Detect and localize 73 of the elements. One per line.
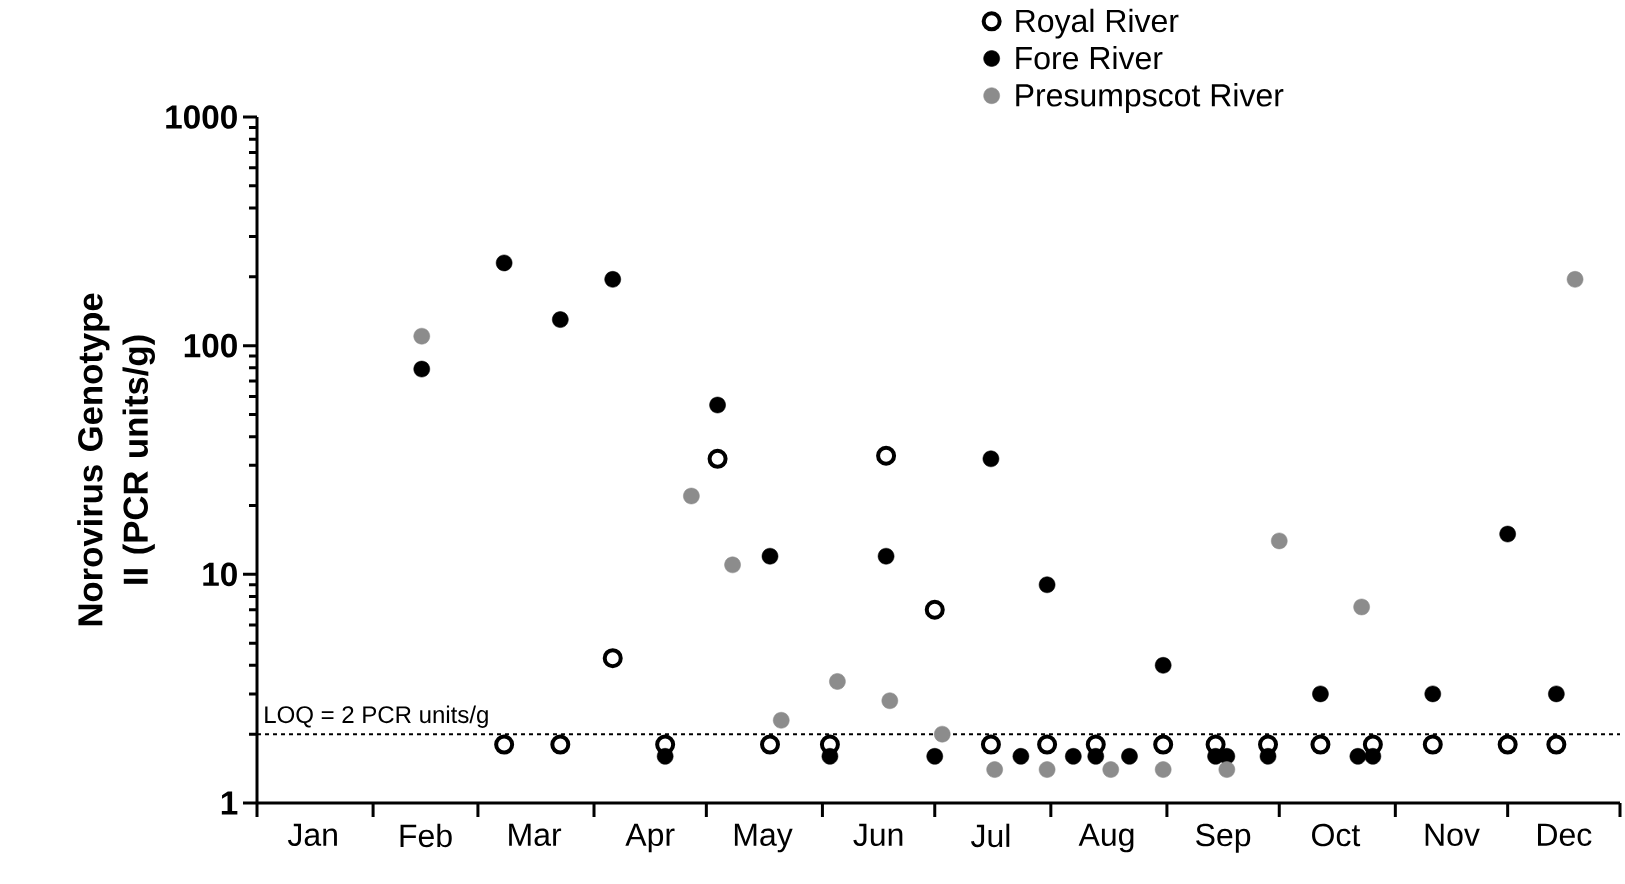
x-tick-label: Jun [853, 823, 903, 847]
point [1270, 532, 1288, 550]
legend-label: Presumpscot River [1016, 83, 1284, 113]
x-tick-label: Dec [1538, 823, 1592, 847]
y-tick-label: 1 [221, 791, 238, 815]
point [1353, 598, 1370, 616]
point [1087, 748, 1105, 765]
point [494, 734, 515, 755]
point [877, 547, 895, 565]
point [1038, 576, 1056, 594]
point [829, 673, 846, 690]
ref-line-label: LOQ = 2 PCR units/g [265, 705, 488, 728]
point [1310, 734, 1331, 755]
point [683, 487, 700, 505]
point [1154, 761, 1172, 778]
point [924, 599, 945, 620]
point [1499, 525, 1516, 543]
point [1546, 734, 1567, 755]
point [1422, 734, 1443, 755]
point [1037, 734, 1058, 755]
point [1205, 734, 1226, 755]
x-tick-label: Sep [1196, 823, 1251, 853]
point [1121, 748, 1138, 765]
point [1548, 685, 1565, 703]
x-tick-label: Feb [400, 823, 452, 848]
point [656, 748, 674, 765]
point [550, 734, 571, 755]
point [821, 748, 839, 765]
point [495, 254, 513, 272]
point [1038, 761, 1056, 778]
x-tick-label: Jan [287, 823, 337, 847]
legend-label: Fore River [1016, 45, 1163, 70]
point [1065, 748, 1082, 765]
point [709, 396, 726, 414]
point [982, 450, 1000, 468]
y-tick-label: 10 [203, 562, 237, 587]
x-tick-label: May [734, 823, 793, 853]
point [881, 692, 899, 710]
y-axis-title: Norovirus Genotype II (PCR units/g) [77, 293, 155, 626]
point [980, 734, 1001, 755]
legend-label: Royal River [1016, 8, 1179, 39]
point [926, 748, 944, 765]
point [1312, 685, 1329, 703]
point [602, 648, 623, 669]
point [552, 311, 569, 328]
point [724, 556, 741, 574]
x-tick-label: Jul [970, 823, 1010, 848]
point [1102, 761, 1120, 778]
point [1153, 734, 1174, 755]
point [1566, 271, 1584, 288]
point [1218, 761, 1236, 778]
point [1497, 734, 1518, 755]
point [772, 712, 790, 729]
point [1349, 748, 1367, 765]
point [1424, 685, 1442, 703]
x-tick-label: Aug [1078, 823, 1134, 853]
point [986, 761, 1003, 778]
y-tick-label: 1000 [166, 105, 237, 129]
x-tick-label: Oct [1312, 823, 1361, 847]
point [1012, 748, 1030, 765]
point [1364, 748, 1382, 765]
point [876, 445, 897, 466]
point [604, 271, 621, 288]
x-tick-label: Mar [509, 823, 562, 847]
point [707, 448, 728, 469]
y-tick-label: 100 [184, 333, 237, 358]
point [760, 734, 780, 755]
point [1259, 748, 1277, 765]
x-tick-label: Apr [625, 823, 675, 853]
point [933, 725, 951, 743]
point [1154, 657, 1172, 674]
x-tick-label: Nov [1425, 823, 1480, 847]
point [761, 547, 779, 565]
